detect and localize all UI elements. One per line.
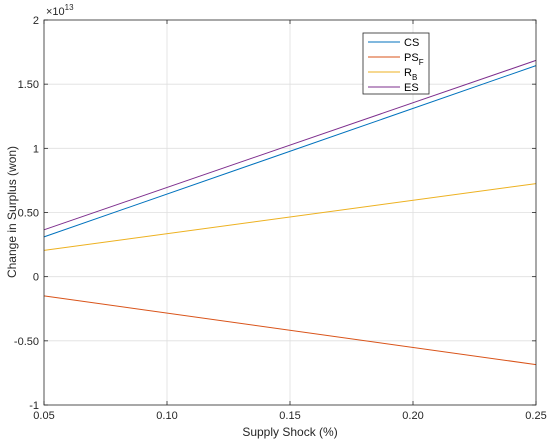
- x-tick-label: 0.10: [156, 410, 177, 422]
- series-line-ps-f: [43, 295, 537, 366]
- series-line-cs: [43, 65, 537, 238]
- legend-label: CS: [404, 37, 419, 49]
- x-tick-label: 0.25: [525, 410, 546, 422]
- y-multiplier: ×1013: [46, 3, 74, 18]
- y-tick-label: -1: [29, 400, 39, 412]
- legend-label: ES: [404, 82, 419, 94]
- x-tick-label: 0.15: [279, 410, 300, 422]
- x-tick-label: 0.20: [402, 410, 423, 422]
- series-line-es: [43, 59, 537, 231]
- y-multiplier-exp: 13: [65, 3, 74, 12]
- y-tick-label: 2: [33, 15, 39, 27]
- y-tick-label: 1: [33, 143, 39, 155]
- x-tick-label: 0.05: [33, 410, 54, 422]
- axis-ticks: 0.05 0.10 0.15 0.20 0.25 -1 -0.50 0 0.50 1 1.50 2: [14, 15, 547, 422]
- y-multiplier-base: ×10: [46, 6, 65, 18]
- y-tick-label: 1.50: [18, 79, 39, 91]
- y-tick-label: 0: [33, 272, 39, 284]
- legend-label: RB: [404, 67, 417, 82]
- legend-label: PSF: [404, 52, 424, 67]
- y-axis-title: Change in Surplus (won): [5, 146, 19, 278]
- y-tick-label: -0.50: [14, 336, 39, 348]
- series-lines: [43, 59, 537, 366]
- x-axis-title: Supply Shock (%): [242, 425, 337, 439]
- y-tick-label: 0.50: [18, 208, 39, 220]
- series-line-r-b: [43, 183, 537, 251]
- legend-box: [362, 32, 430, 95]
